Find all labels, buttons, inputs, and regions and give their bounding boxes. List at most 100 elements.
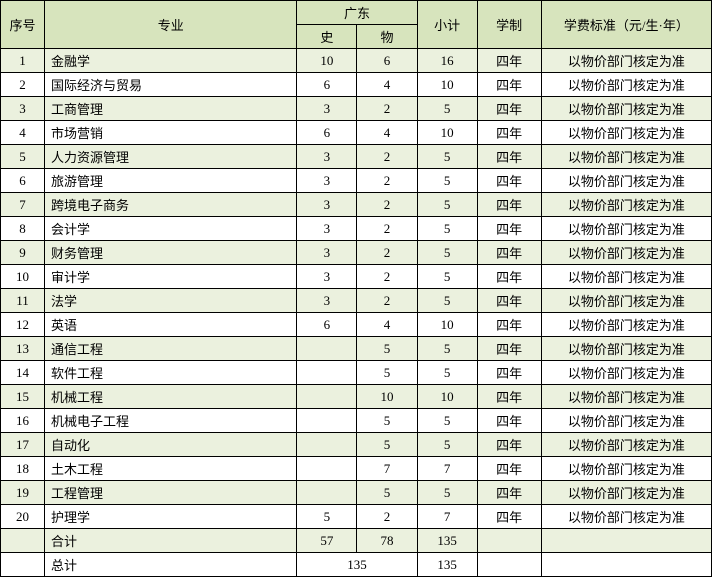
cell-wu: 4 — [357, 121, 417, 145]
cell-wu: 4 — [357, 73, 417, 97]
cell-major: 审计学 — [45, 265, 297, 289]
cell-shi — [297, 433, 357, 457]
cell-sub: 5 — [417, 409, 477, 433]
cell-major: 财务管理 — [45, 241, 297, 265]
cell-sub: 5 — [417, 289, 477, 313]
cell-sys: 四年 — [477, 193, 541, 217]
cell-heji-label: 合计 — [45, 529, 297, 553]
cell-shi — [297, 457, 357, 481]
th-guangdong: 广东 — [297, 1, 417, 25]
cell-fee: 以物价部门核定为准 — [541, 193, 711, 217]
cell-seq: 8 — [1, 217, 45, 241]
cell-seq: 12 — [1, 313, 45, 337]
cell-fee: 以物价部门核定为准 — [541, 49, 711, 73]
table-row: 7跨境电子商务325四年以物价部门核定为准 — [1, 193, 712, 217]
table-row: 3工商管理325四年以物价部门核定为准 — [1, 97, 712, 121]
table-row: 20护理学527四年以物价部门核定为准 — [1, 505, 712, 529]
cell-fee: 以物价部门核定为准 — [541, 337, 711, 361]
cell-wu: 5 — [357, 337, 417, 361]
cell-seq: 15 — [1, 385, 45, 409]
cell-major: 英语 — [45, 313, 297, 337]
cell-major: 市场营销 — [45, 121, 297, 145]
table-body: 1金融学10616四年以物价部门核定为准2国际经济与贸易6410四年以物价部门核… — [1, 49, 712, 577]
cell-major: 工商管理 — [45, 97, 297, 121]
cell-shi: 6 — [297, 313, 357, 337]
cell-seq: 17 — [1, 433, 45, 457]
cell-seq: 10 — [1, 265, 45, 289]
row-zongji: 总计135135 — [1, 553, 712, 577]
cell-wu: 5 — [357, 361, 417, 385]
cell-wu: 2 — [357, 97, 417, 121]
cell-major: 自动化 — [45, 433, 297, 457]
cell-fee: 以物价部门核定为准 — [541, 265, 711, 289]
cell-shi: 3 — [297, 217, 357, 241]
cell-wu: 2 — [357, 289, 417, 313]
cell-sys: 四年 — [477, 409, 541, 433]
cell-fee: 以物价部门核定为准 — [541, 505, 711, 529]
cell-fee: 以物价部门核定为准 — [541, 97, 711, 121]
cell-sub: 10 — [417, 73, 477, 97]
table-row: 12英语6410四年以物价部门核定为准 — [1, 313, 712, 337]
cell-major: 土木工程 — [45, 457, 297, 481]
cell-wu: 10 — [357, 385, 417, 409]
cell-fee: 以物价部门核定为准 — [541, 217, 711, 241]
cell-fee: 以物价部门核定为准 — [541, 73, 711, 97]
cell-seq: 20 — [1, 505, 45, 529]
cell-sys: 四年 — [477, 433, 541, 457]
cell-seq: 16 — [1, 409, 45, 433]
cell-seq: 11 — [1, 289, 45, 313]
table-row: 18土木工程77四年以物价部门核定为准 — [1, 457, 712, 481]
cell-major: 法学 — [45, 289, 297, 313]
cell-sub: 7 — [417, 457, 477, 481]
cell-fee: 以物价部门核定为准 — [541, 409, 711, 433]
cell-shi — [297, 337, 357, 361]
cell-shi — [297, 409, 357, 433]
cell-fee: 以物价部门核定为准 — [541, 241, 711, 265]
cell-empty — [477, 553, 541, 577]
cell-seq: 1 — [1, 49, 45, 73]
th-major: 专业 — [45, 1, 297, 49]
cell-major: 会计学 — [45, 217, 297, 241]
cell-major: 通信工程 — [45, 337, 297, 361]
cell-fee: 以物价部门核定为准 — [541, 313, 711, 337]
cell-sys: 四年 — [477, 385, 541, 409]
cell-heji-sub: 135 — [417, 529, 477, 553]
table-row: 15机械工程1010四年以物价部门核定为准 — [1, 385, 712, 409]
cell-shi — [297, 361, 357, 385]
cell-shi: 3 — [297, 241, 357, 265]
cell-wu: 2 — [357, 265, 417, 289]
cell-fee: 以物价部门核定为准 — [541, 433, 711, 457]
cell-fee: 以物价部门核定为准 — [541, 457, 711, 481]
table-row: 13通信工程55四年以物价部门核定为准 — [1, 337, 712, 361]
th-shi: 史 — [297, 25, 357, 49]
cell-sub: 5 — [417, 337, 477, 361]
cell-wu: 2 — [357, 217, 417, 241]
cell-fee: 以物价部门核定为准 — [541, 481, 711, 505]
cell-major: 旅游管理 — [45, 169, 297, 193]
th-fee: 学费标准（元/生·年） — [541, 1, 711, 49]
table-row: 1金融学10616四年以物价部门核定为准 — [1, 49, 712, 73]
cell-shi — [297, 481, 357, 505]
cell-shi: 3 — [297, 169, 357, 193]
cell-shi: 6 — [297, 73, 357, 97]
cell-fee: 以物价部门核定为准 — [541, 289, 711, 313]
cell-major: 人力资源管理 — [45, 145, 297, 169]
cell-wu: 5 — [357, 481, 417, 505]
cell-sub: 5 — [417, 193, 477, 217]
cell-seq: 4 — [1, 121, 45, 145]
cell-wu: 2 — [357, 241, 417, 265]
cell-major: 软件工程 — [45, 361, 297, 385]
th-wu: 物 — [357, 25, 417, 49]
cell-sub: 5 — [417, 217, 477, 241]
table-row: 17自动化55四年以物价部门核定为准 — [1, 433, 712, 457]
cell-sys: 四年 — [477, 121, 541, 145]
cell-empty — [477, 529, 541, 553]
cell-major: 金融学 — [45, 49, 297, 73]
cell-sub: 5 — [417, 145, 477, 169]
table-row: 14软件工程55四年以物价部门核定为准 — [1, 361, 712, 385]
cell-sys: 四年 — [477, 337, 541, 361]
cell-seq: 18 — [1, 457, 45, 481]
cell-seq: 3 — [1, 97, 45, 121]
cell-shi: 3 — [297, 145, 357, 169]
cell-fee: 以物价部门核定为准 — [541, 121, 711, 145]
